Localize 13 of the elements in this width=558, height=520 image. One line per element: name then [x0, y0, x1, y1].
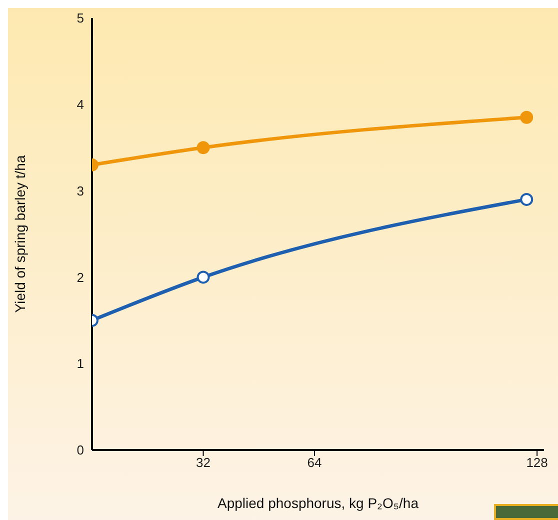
- y-tick-label: 5: [76, 10, 84, 26]
- y-tick-label: 1: [76, 356, 84, 372]
- y-tick-label: 2: [76, 270, 84, 285]
- x-axis-title: Applied phosphorus, kg P₂O₅/ha: [218, 495, 419, 511]
- y-tick-label: 4: [76, 97, 84, 112]
- point: [520, 110, 534, 124]
- y-axis-title: Yield of spring barley t/ha: [12, 155, 28, 313]
- x-tick-label: 32: [196, 455, 210, 470]
- x-tick-label: 64: [307, 455, 322, 470]
- y-tick-label: 3: [76, 183, 84, 198]
- x-tick-label: 128: [526, 455, 548, 470]
- point: [520, 192, 534, 206]
- y-tick-label: 0: [76, 442, 84, 458]
